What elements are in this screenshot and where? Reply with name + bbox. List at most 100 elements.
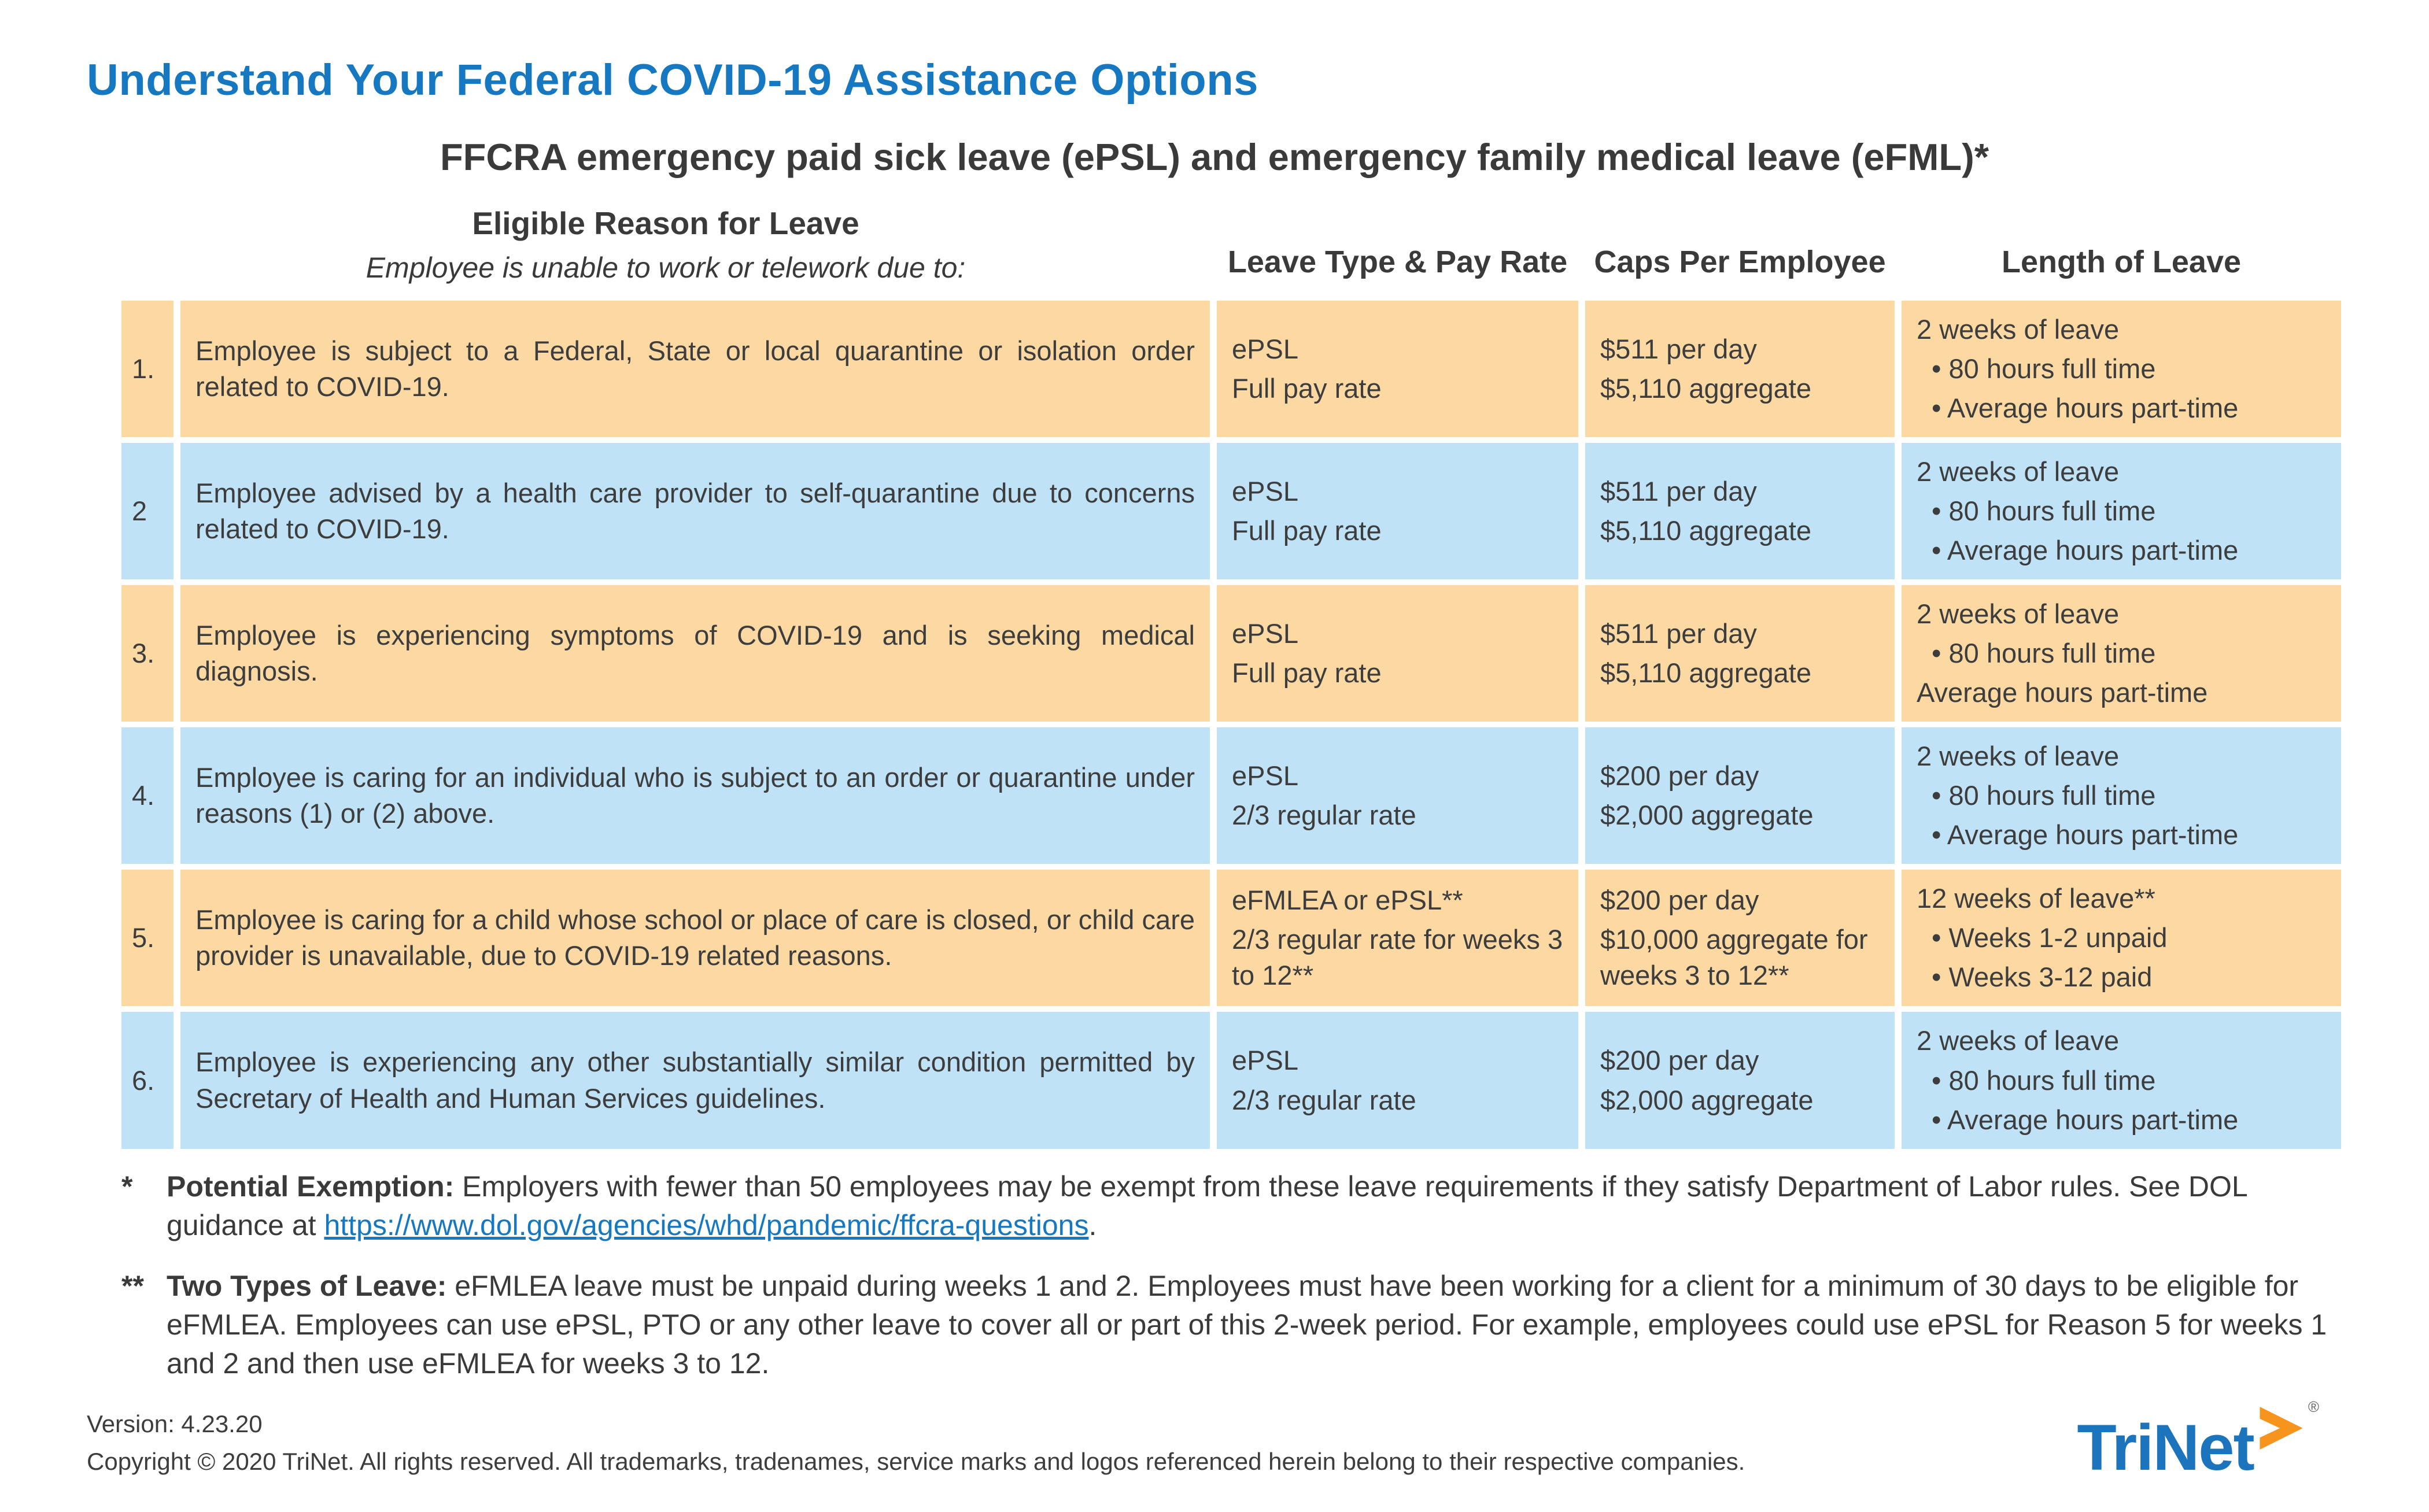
column-header-caps: Caps Per Employee xyxy=(1594,245,1886,279)
caps-line: $511 per day xyxy=(1600,476,1757,507)
row-reason: Employee is experiencing symptoms of COV… xyxy=(180,585,1210,722)
length-line: • Average hours part-time xyxy=(1932,535,2239,566)
row-reason: Employee is experiencing any other subst… xyxy=(180,1012,1210,1149)
trinet-logo-text: TriNet xyxy=(2077,1411,2254,1484)
length-line: • 80 hours full time xyxy=(1932,780,2156,811)
length-line: • 80 hours full time xyxy=(1932,353,2156,385)
caps-line: $2,000 aggregate xyxy=(1600,800,1814,831)
row-caps: $511 per day $5,110 aggregate xyxy=(1585,301,1895,438)
caps-line: $511 per day xyxy=(1600,334,1757,365)
length-line: 2 weeks of leave xyxy=(1917,456,2120,487)
caps-line: $5,110 aggregate xyxy=(1600,515,1812,546)
length-line: 2 weeks of leave xyxy=(1917,1025,2120,1056)
footnote-marker: ** xyxy=(121,1269,144,1302)
trinet-logo: TriNet ® xyxy=(2077,1398,2342,1484)
row-leave-type: ePSL 2/3 regular rate xyxy=(1217,1012,1578,1149)
footer-meta: Version: 4.23.20 Copyright © 2020 TriNet… xyxy=(87,1405,1745,1480)
leave-line: ePSL xyxy=(1232,618,1298,649)
footnote-text: Two Types of Leave: eFMLEA leave must be… xyxy=(167,1267,2342,1383)
footnote-label: Potential Exemption: xyxy=(167,1170,455,1203)
footnote-two-types: ** Two Types of Leave: eFMLEA leave must… xyxy=(121,1267,2342,1383)
row-number: 3. xyxy=(121,585,174,722)
row-leave-type: ePSL Full pay rate xyxy=(1217,443,1578,580)
row-reason: Employee is subject to a Federal, State … xyxy=(180,301,1210,438)
copyright-text: Copyright © 2020 TriNet. All rights rese… xyxy=(87,1447,1745,1475)
row-number: 4. xyxy=(121,727,174,864)
caps-line: $200 per day xyxy=(1600,1045,1759,1076)
row-reason: Employee advised by a health care provid… xyxy=(180,443,1210,580)
leave-line: ePSL xyxy=(1232,476,1298,507)
footnote-label: Two Types of Leave: xyxy=(167,1269,447,1302)
length-line: 12 weeks of leave** xyxy=(1917,883,2155,914)
length-line: 2 weeks of leave xyxy=(1917,598,2120,630)
row-caps: $511 per day $5,110 aggregate xyxy=(1585,585,1895,722)
column-header-length: Length of Leave xyxy=(2001,245,2242,279)
caps-line: $5,110 aggregate xyxy=(1600,657,1812,689)
row-length: 2 weeks of leave • 80 hours full time Av… xyxy=(1902,585,2341,722)
length-line: • Average hours part-time xyxy=(1932,393,2239,424)
length-line: • 80 hours full time xyxy=(1932,496,2156,527)
footnote-body-text: eFMLEA leave must be unpaid during weeks… xyxy=(167,1269,2327,1380)
row-reason: Employee is caring for an individual who… xyxy=(180,727,1210,864)
ffcra-table: Eligible Reason for Leave Employee is un… xyxy=(121,205,2341,1149)
length-line: • Weeks 3-12 paid xyxy=(1932,962,2153,993)
leave-line: ePSL xyxy=(1232,1045,1298,1076)
caps-line: $5,110 aggregate xyxy=(1600,373,1812,404)
row-caps: $200 per day $2,000 aggregate xyxy=(1585,1012,1895,1149)
leave-line: eFMLEA or ePSL** xyxy=(1232,885,1463,916)
table-title: FFCRA emergency paid sick leave (ePSL) a… xyxy=(440,136,1989,178)
row-reason: Employee is caring for a child whose sch… xyxy=(180,870,1210,1007)
caps-line: $200 per day xyxy=(1600,885,1759,916)
length-line: • Average hours part-time xyxy=(1932,1104,2239,1135)
leave-line: Full pay rate xyxy=(1232,373,1382,404)
footnotes: * Potential Exemption: Employers with fe… xyxy=(121,1167,2342,1405)
row-number: 6. xyxy=(121,1012,174,1149)
length-line: 2 weeks of leave xyxy=(1917,741,2120,772)
row-caps: $200 per day $2,000 aggregate xyxy=(1585,727,1895,864)
leave-line: Full pay rate xyxy=(1232,657,1382,689)
registered-mark: ® xyxy=(2308,1398,2319,1415)
row-number: 2 xyxy=(121,443,174,580)
footnote-text: Potential Exemption: Employers with fewe… xyxy=(167,1167,2342,1245)
column-header-reason-subtitle: Employee is unable to work or telework d… xyxy=(366,252,966,284)
row-leave-type: eFMLEA or ePSL** 2/3 regular rate for we… xyxy=(1217,870,1578,1007)
page-title: Understand Your Federal COVID-19 Assista… xyxy=(87,56,1258,105)
leave-line: 2/3 regular rate xyxy=(1232,800,1416,831)
column-header-reason: Eligible Reason for Leave Employee is un… xyxy=(121,205,1210,295)
footnote-body-text: Employers with fewer than 50 employees m… xyxy=(167,1170,2247,1241)
caps-line: $200 per day xyxy=(1600,760,1759,792)
footnote-body-text-end: . xyxy=(1088,1208,1097,1241)
row-caps: $511 per day $5,110 aggregate xyxy=(1585,443,1895,580)
leave-line: 2/3 regular rate for weeks 3 to 12** xyxy=(1232,924,1563,991)
leave-line: Full pay rate xyxy=(1232,515,1382,546)
caps-line: $2,000 aggregate xyxy=(1600,1084,1814,1115)
length-line: • 80 hours full time xyxy=(1932,638,2156,669)
row-leave-type: ePSL Full pay rate xyxy=(1217,301,1578,438)
caps-line: $10,000 aggregate for weeks 3 to 12** xyxy=(1600,924,1868,991)
row-length: 12 weeks of leave** • Weeks 1-2 unpaid •… xyxy=(1902,870,2341,1007)
footnote-marker: * xyxy=(121,1170,133,1203)
row-length: 2 weeks of leave • 80 hours full time • … xyxy=(1902,301,2341,438)
dol-guidance-link[interactable]: https://www.dol.gov/agencies/whd/pandemi… xyxy=(324,1208,1089,1241)
row-number: 1. xyxy=(121,301,174,438)
page-footer: Version: 4.23.20 Copyright © 2020 TriNet… xyxy=(0,1398,2429,1512)
row-number: 5. xyxy=(121,870,174,1007)
row-length: 2 weeks of leave • 80 hours full time • … xyxy=(1902,1012,2341,1149)
leave-line: ePSL xyxy=(1232,760,1298,792)
length-line: Average hours part-time xyxy=(1917,677,2208,708)
length-line: • Weeks 1-2 unpaid xyxy=(1932,922,2168,953)
caps-line: $511 per day xyxy=(1600,618,1757,649)
length-line: • 80 hours full time xyxy=(1932,1064,2156,1096)
document-body: Understand Your Federal COVID-19 Assista… xyxy=(87,56,2342,1405)
column-header-reason-title: Eligible Reason for Leave xyxy=(472,205,859,241)
row-leave-type: ePSL Full pay rate xyxy=(1217,585,1578,722)
length-line: • Average hours part-time xyxy=(1932,819,2239,851)
leave-line: 2/3 regular rate xyxy=(1232,1084,1416,1115)
trinet-arrow-icon xyxy=(2260,1406,2303,1450)
leave-line: ePSL xyxy=(1232,334,1298,365)
footnote-exemption: * Potential Exemption: Employers with fe… xyxy=(121,1167,2342,1245)
row-caps: $200 per day $10,000 aggregate for weeks… xyxy=(1585,870,1895,1007)
row-length: 2 weeks of leave • 80 hours full time • … xyxy=(1902,443,2341,580)
column-header-leave-type: Leave Type & Pay Rate xyxy=(1227,245,1568,279)
length-line: 2 weeks of leave xyxy=(1917,314,2120,345)
